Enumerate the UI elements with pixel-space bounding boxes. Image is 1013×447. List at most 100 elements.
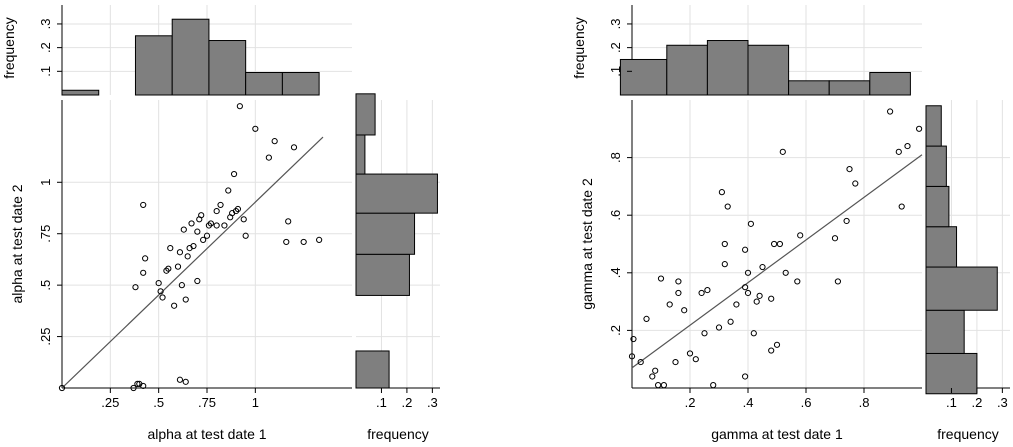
- side-hist-tick-label: .3: [997, 395, 1008, 410]
- scatter-point: [904, 142, 911, 150]
- side-hist-bar: [925, 185, 950, 228]
- scatter-point: [198, 212, 205, 219]
- scatter-point: [721, 240, 728, 248]
- scatter-point: [180, 226, 187, 233]
- scatter-point: [178, 282, 185, 289]
- side-hist-tick-label: .2: [401, 395, 412, 410]
- side-hist-axis-title: frequency: [937, 426, 998, 442]
- scatter-point: [759, 263, 766, 271]
- side-hist-bar: [925, 266, 998, 311]
- top-hist-tick-label: .2: [608, 42, 623, 53]
- scatter-point: [240, 216, 247, 223]
- fit-line: [631, 154, 923, 369]
- side-hist-bar: [355, 253, 410, 296]
- scatter-point: [715, 324, 723, 331]
- top-hist-bar: [281, 72, 320, 96]
- scatter-point: [744, 269, 752, 276]
- y-tick-label: .25: [38, 328, 53, 346]
- top-hist-bar: [619, 58, 668, 96]
- scatter-point: [675, 278, 682, 285]
- top-hist-bar: [788, 80, 830, 96]
- scatter-point: [843, 217, 850, 225]
- top-hist-bar: [706, 40, 749, 96]
- scatter-point: [174, 263, 182, 270]
- top-hist-bar: [245, 72, 283, 96]
- top-hist-bar: [666, 44, 708, 96]
- side-hist-tick-label: .1: [376, 395, 387, 410]
- scatter-point: [182, 296, 189, 303]
- scatter-point: [834, 278, 842, 285]
- scatter-point: [225, 187, 232, 194]
- x-tick-label: 1: [252, 395, 259, 410]
- x-tick-label: .5: [153, 395, 164, 410]
- scatter-point: [742, 373, 749, 380]
- chart-panel-1: .25 .5 .75 1 .25 .5 .75 1 alpha at test date 1 al…: [1, 5, 440, 442]
- scatter-point: [655, 382, 662, 389]
- scatter-point: [672, 358, 679, 366]
- scatter-point: [718, 189, 726, 196]
- x-tick-label: .6: [801, 395, 812, 410]
- scatter-point: [666, 301, 673, 308]
- scatter-point: [742, 246, 749, 253]
- y-tick-label: .8: [608, 152, 623, 163]
- scatter-point: [724, 203, 731, 210]
- top-hist-bar: [61, 89, 100, 96]
- y-axis-title: gamma at test date 2: [579, 178, 595, 310]
- top-hist-tick-label: .2: [38, 42, 53, 53]
- scatter-point: [747, 220, 755, 227]
- scatter-point: [176, 376, 184, 383]
- scatter-point: [710, 382, 717, 389]
- scatter-point: [165, 265, 172, 272]
- scatter-point: [652, 367, 659, 374]
- scatter-point: [733, 301, 740, 308]
- scatter-point: [794, 278, 801, 285]
- top-hist-tick-label: .3: [38, 19, 53, 30]
- scatter-point: [701, 330, 708, 337]
- scatter-point: [188, 220, 195, 227]
- scatter-point: [194, 277, 201, 285]
- x-tick-label: .8: [859, 395, 870, 410]
- side-hist-bar: [925, 309, 965, 354]
- y-tick-label: .5: [38, 280, 53, 291]
- top-hist-tick-label: .3: [608, 19, 623, 30]
- scatter-point: [234, 205, 242, 213]
- scatter-point: [265, 154, 272, 161]
- scatter-point: [768, 295, 775, 302]
- scatter-point: [134, 380, 141, 387]
- scatter-point: [649, 373, 656, 380]
- side-hist-bar: [925, 352, 978, 395]
- scatter-point: [628, 353, 636, 360]
- side-hist-bar: [925, 226, 958, 268]
- scatter-point: [721, 261, 728, 268]
- scatter-point: [831, 235, 839, 242]
- y-tick-label: .2: [608, 325, 623, 336]
- scatter-point: [207, 220, 214, 227]
- scatter-point: [140, 382, 147, 390]
- scatter-point: [182, 378, 189, 385]
- top-hist-tick-label: .1: [38, 66, 53, 77]
- side-hist-axis-title: frequency: [367, 426, 428, 442]
- scatter-point: [750, 330, 757, 337]
- side-hist-bar: [355, 173, 438, 214]
- scatter-point: [692, 356, 699, 363]
- scatter-point: [157, 288, 164, 295]
- scatter-point: [236, 103, 243, 110]
- scatter-point: [657, 275, 665, 282]
- scatter-point: [184, 253, 191, 260]
- scatter-point: [681, 307, 688, 314]
- scatter-point: [744, 289, 752, 297]
- y-tick-label: .75: [38, 225, 53, 243]
- scatter-point: [797, 232, 804, 239]
- scatter-point: [782, 269, 789, 276]
- scatter-point: [630, 335, 637, 343]
- scatter-point: [887, 108, 894, 115]
- scatter-point: [194, 228, 201, 235]
- scatter-point: [776, 240, 784, 248]
- scatter-point: [230, 170, 238, 178]
- side-hist-tick-label: .2: [971, 395, 982, 410]
- scatter-point: [58, 384, 66, 392]
- side-hist-bar: [355, 212, 416, 255]
- side-hist-bar: [925, 105, 942, 147]
- scatter-point: [221, 222, 228, 229]
